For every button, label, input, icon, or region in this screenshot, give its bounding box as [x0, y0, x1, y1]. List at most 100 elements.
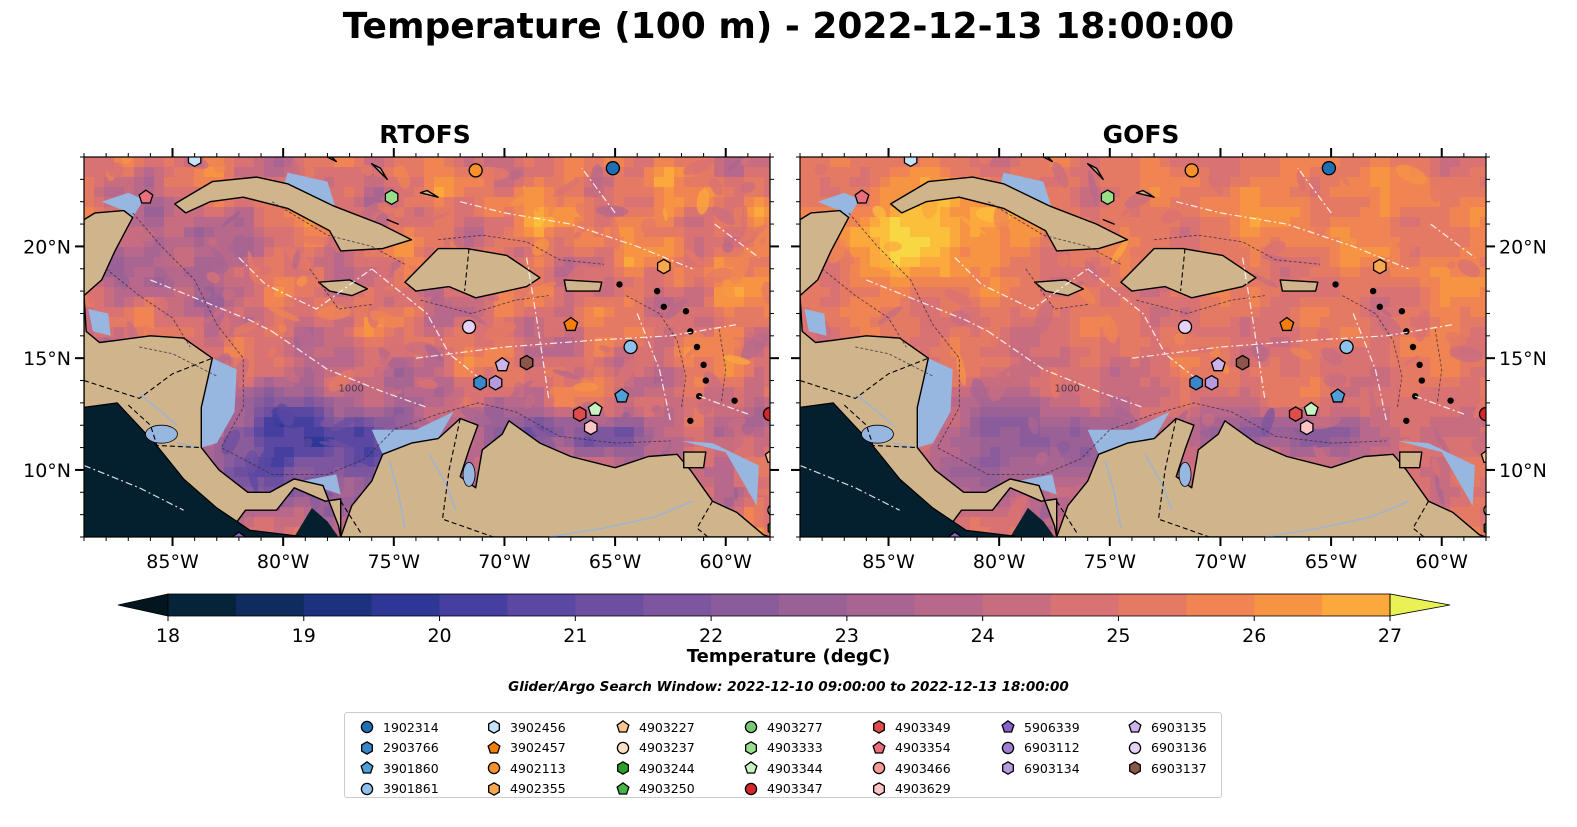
antilles-island — [1369, 287, 1377, 295]
lake-maracaibo — [1178, 462, 1192, 487]
bathymetry-contour — [132, 212, 671, 475]
antilles-island — [687, 328, 694, 335]
colorbar-tick-label: 21 — [563, 625, 587, 642]
float-marker-4903277 — [1488, 542, 1501, 555]
bathymetry-contour — [139, 346, 218, 377]
legend-label: 5906339 — [1024, 719, 1080, 735]
eez-boundary — [84, 464, 184, 511]
float-marker-4903344 — [587, 401, 603, 417]
bathymetry-contour — [1136, 295, 1265, 314]
float-marker-4903629 — [583, 419, 598, 436]
eez-boundary — [271, 330, 428, 408]
antilles-island — [695, 392, 703, 400]
legend-label: 3902456 — [510, 719, 566, 735]
float-marker-3902457 — [1279, 316, 1295, 332]
page-title: Temperature (100 m) - 2022-12-13 18:00:0… — [342, 6, 1235, 47]
shallow-shelf — [183, 338, 237, 448]
bahamas-land — [1087, 162, 1104, 181]
legend-item-1902314: 1902314 — [359, 717, 439, 737]
float-marker-2903766 — [1189, 374, 1203, 391]
eez-boundary — [698, 395, 749, 415]
legend-label: 4903244 — [639, 760, 695, 776]
bathymetry-contour — [718, 329, 727, 403]
lon-tick-label: 80°W — [973, 551, 1026, 573]
legend-item-6903134: 6903134 — [1000, 758, 1080, 778]
pacific-coast — [84, 402, 306, 537]
map-frame — [799, 156, 1487, 538]
circle-marker-icon — [1128, 741, 1142, 754]
circle-marker-icon — [616, 741, 630, 754]
legend-label: 1902314 — [383, 719, 439, 735]
colorbar-bin — [1186, 594, 1255, 616]
bahamas-land — [371, 162, 388, 181]
colorbar-tick-label: 22 — [699, 625, 723, 642]
legend-marker-4903244 — [617, 761, 629, 775]
pentagon-marker-icon — [616, 720, 630, 733]
colorbar-bin — [1050, 594, 1119, 616]
lat-tick-label: 10°N — [23, 460, 71, 482]
float-marker-4903466 — [775, 553, 788, 566]
lon-tick-label: 85°W — [146, 551, 199, 573]
legend-label: 4903347 — [767, 781, 823, 796]
hexagon-marker-icon — [1002, 761, 1014, 775]
country-border — [84, 357, 213, 400]
float-marker-4902355 — [656, 258, 671, 275]
legend-item-5906339: 5906339 — [1000, 717, 1080, 737]
legend-item-6903135: 6903135 — [1127, 717, 1207, 737]
legend-item-6903112: 6903112 — [1000, 738, 1080, 758]
legend-marker-1902314 — [360, 720, 374, 734]
bahamas-land — [1042, 157, 1054, 163]
bathymetry-contour — [1434, 329, 1443, 403]
eez-boundary — [238, 257, 373, 310]
legend-marker-4903344 — [744, 761, 758, 774]
float-marker-6903137 — [1235, 354, 1250, 371]
legend-label: 4903277 — [767, 719, 823, 735]
pentagon-marker-icon — [1001, 720, 1015, 733]
lake-nicaragua — [145, 424, 178, 444]
circle-marker-icon — [487, 761, 501, 775]
float-marker-4903354 — [854, 189, 870, 204]
legend-marker-2903766 — [361, 740, 373, 755]
river — [138, 393, 178, 426]
colorbar-bin — [575, 594, 644, 616]
float-marker-4903250 — [1485, 536, 1486, 537]
lat-tick-label: 20°N — [1499, 236, 1547, 258]
antilles-island — [616, 281, 623, 288]
float-marker-4903333 — [384, 189, 399, 206]
colorbar-bin — [779, 594, 848, 616]
legend-marker-6903137 — [1129, 761, 1141, 775]
legend-label: 3901861 — [383, 781, 439, 796]
legend-marker-4903250 — [616, 781, 630, 795]
country-border — [340, 500, 362, 533]
legend-marker-4903466 — [872, 761, 886, 775]
legend-marker-5906339 — [1001, 720, 1015, 733]
eez-boundary — [1430, 223, 1476, 259]
bahamas-land — [1102, 218, 1115, 225]
eez-boundary — [581, 167, 616, 214]
panel-title-gofs: GOFS — [1102, 120, 1180, 149]
legend-label: 4903344 — [767, 760, 823, 776]
antilles-island — [1418, 377, 1426, 384]
eez-boundary — [1087, 268, 1199, 381]
colorbar-extend-low — [117, 593, 169, 617]
legend-label: 3901860 — [383, 760, 439, 776]
trinidad-land — [683, 451, 707, 469]
country-border — [1180, 248, 1186, 292]
legend-marker-4903629 — [873, 781, 885, 796]
antilles-island — [700, 361, 707, 369]
bathymetry-contour — [271, 201, 406, 265]
river — [854, 393, 894, 426]
bahamas-land — [386, 218, 399, 225]
legend-marker-4903349 — [873, 720, 885, 734]
puerto-rico-land — [1279, 279, 1319, 292]
pacific-coast — [800, 402, 1022, 537]
shallow-shelf — [681, 440, 759, 506]
shallow-shelf — [1087, 411, 1170, 455]
legend-item-4903333: 4903333 — [743, 738, 823, 758]
shallow-shelf — [88, 309, 111, 336]
lon-tick-label: 60°W — [1416, 551, 1469, 573]
float-marker-4903349 — [1288, 406, 1303, 422]
float-marker-4903349 — [572, 406, 587, 422]
eez-boundary — [460, 201, 693, 270]
hexagon-marker-icon — [1129, 761, 1141, 775]
